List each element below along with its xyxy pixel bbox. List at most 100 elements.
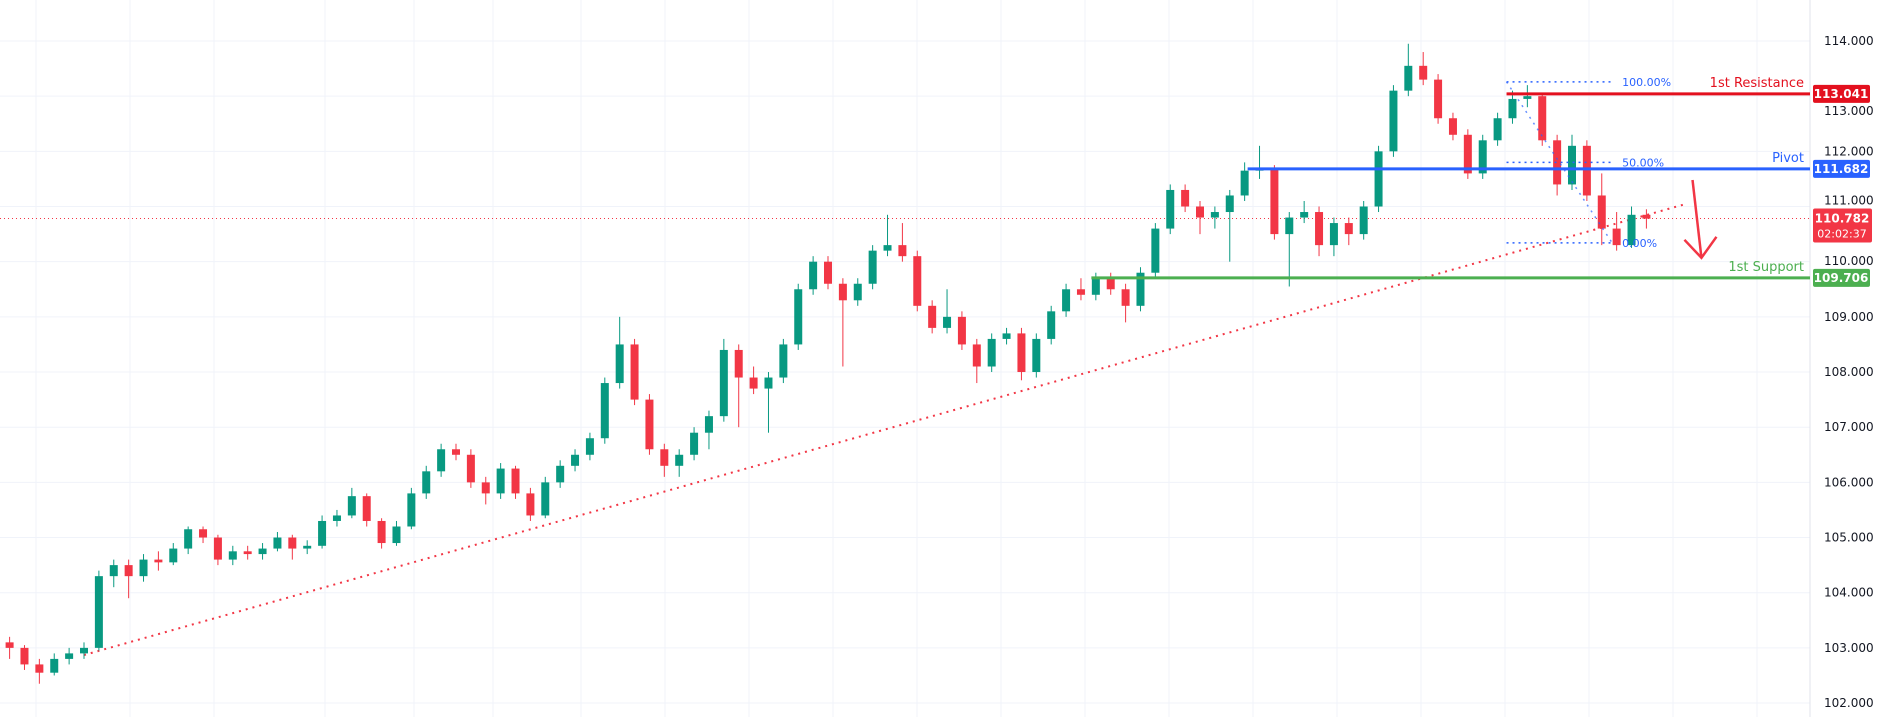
candle-up [1002, 333, 1011, 339]
candle-up [868, 250, 877, 284]
candle-up [600, 383, 609, 439]
candle-down [1344, 223, 1353, 235]
fib-level-label: 100.00% [1622, 76, 1671, 89]
candle-down [1076, 289, 1085, 295]
price-tick-label: 106.000 [1824, 475, 1874, 489]
candle-up [1508, 98, 1517, 119]
fib-level-label: 0.00% [1622, 237, 1657, 250]
candle-up [556, 465, 565, 483]
candle-down [1448, 118, 1457, 135]
candle-down [1597, 195, 1606, 229]
price-tick-label: 104.000 [1824, 586, 1874, 600]
countdown-text: 02:02:37 [1817, 228, 1866, 241]
candle-up [987, 338, 996, 367]
candle-up [347, 496, 356, 516]
candle-up [675, 454, 684, 466]
pivot-price-badge [1813, 159, 1870, 178]
candle-up [1478, 140, 1487, 174]
candle-down [1270, 167, 1279, 235]
candle-up [1225, 195, 1234, 213]
candle-up [1493, 118, 1502, 141]
candle-up [318, 520, 327, 546]
candle-down [35, 664, 44, 673]
candle-up [169, 548, 178, 563]
candle-up [303, 545, 312, 549]
candle-up [1166, 189, 1175, 229]
candle-up [228, 551, 237, 560]
candle-down [1642, 214, 1651, 219]
candle-down [1181, 189, 1190, 207]
candle-up [184, 529, 193, 549]
candle-down [824, 261, 832, 284]
candle-down [243, 551, 252, 555]
candle-down [20, 647, 29, 665]
candle-up [779, 344, 788, 378]
resistance-label: 1st Resistance [1710, 76, 1804, 91]
price-tick-label: 114.000 [1824, 34, 1874, 48]
candle-down [898, 245, 907, 257]
down-arrow-icon [1691, 179, 1703, 258]
arrow-head-icon [1683, 236, 1718, 260]
candle-down [288, 537, 297, 549]
candle-up [65, 653, 74, 659]
price-tick-label: 107.000 [1824, 420, 1874, 434]
candle-down [928, 305, 937, 328]
candle-up [1136, 272, 1145, 306]
candle-down [913, 256, 922, 306]
candle-up [883, 245, 892, 251]
price-tick-label: 111.000 [1824, 194, 1874, 208]
candle-down [481, 482, 490, 494]
support-label: 1st Support [1728, 260, 1804, 275]
candle-up [809, 261, 818, 290]
trendline[interactable] [83, 202, 1687, 657]
candle-up [407, 493, 416, 527]
candle-down [377, 520, 386, 544]
candle-up [1151, 228, 1160, 273]
candle-down [660, 449, 669, 466]
candle-down [5, 642, 14, 648]
candle-up [585, 438, 594, 455]
candle-up [94, 576, 103, 648]
candle-up [1374, 151, 1383, 207]
candle-up [496, 468, 505, 494]
candle-down [452, 449, 460, 455]
candle-up [541, 482, 550, 516]
candle-up [139, 559, 148, 577]
candle-up [794, 289, 803, 345]
pivot-price-text: 111.682 [1814, 162, 1869, 176]
price-tick-label: 108.000 [1824, 365, 1874, 379]
candle-down [1196, 206, 1204, 218]
last-price-text: 110.782 [1815, 212, 1870, 226]
candle-up [1285, 217, 1294, 235]
candle-up [1210, 212, 1219, 218]
candle-down [749, 377, 758, 389]
candle-up [1404, 65, 1413, 91]
candle-up [437, 449, 446, 472]
candle-up [1240, 170, 1249, 196]
candle-down [1612, 228, 1621, 246]
candle-down [645, 399, 654, 450]
candle-up [943, 316, 952, 328]
candle-up [1359, 206, 1368, 235]
candle-down [838, 283, 847, 301]
candle-down [511, 468, 520, 494]
candle-down [1419, 65, 1428, 80]
candle-up [258, 548, 267, 555]
candle-up [1329, 223, 1338, 246]
last-price-badge [1813, 208, 1872, 243]
candle-up [1047, 311, 1056, 339]
candle-up [1062, 289, 1071, 312]
candle-up [332, 515, 341, 521]
candle-up [1300, 212, 1309, 218]
candle-up [571, 454, 580, 466]
candle-up [853, 283, 862, 301]
candle-down [154, 559, 163, 563]
candle-down [1463, 134, 1472, 174]
price-tick-label: 112.000 [1824, 144, 1874, 158]
candle-up [422, 471, 431, 494]
candle-up [392, 526, 401, 544]
candle-up [704, 416, 713, 433]
candle-down [1582, 145, 1591, 196]
